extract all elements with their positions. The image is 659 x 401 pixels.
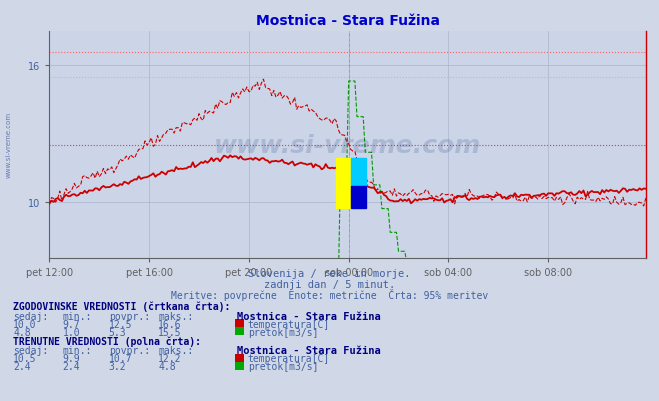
Bar [335, 159, 351, 209]
Text: 15.5: 15.5 [158, 327, 182, 337]
Text: Mostnica - Stara Fužina: Mostnica - Stara Fužina [237, 311, 381, 321]
Text: 1.0: 1.0 [63, 327, 80, 337]
Text: ZGODOVINSKE VREDNOSTI (črtkana črta):: ZGODOVINSKE VREDNOSTI (črtkana črta): [13, 301, 231, 312]
Text: pretok[m3/s]: pretok[m3/s] [248, 327, 318, 337]
Text: 12.5: 12.5 [109, 319, 132, 329]
Text: 10.7: 10.7 [109, 353, 132, 363]
Text: www.si-vreme.com: www.si-vreme.com [5, 111, 11, 177]
Text: 2.4: 2.4 [13, 361, 31, 371]
Text: TRENUTNE VREDNOSTI (polna črta):: TRENUTNE VREDNOSTI (polna črta): [13, 335, 201, 346]
Text: temperatura[C]: temperatura[C] [248, 353, 330, 363]
Text: maks.:: maks.: [158, 345, 193, 355]
Text: min.:: min.: [63, 311, 92, 321]
Text: 9.9: 9.9 [63, 353, 80, 363]
Text: 3.2: 3.2 [109, 361, 127, 371]
Bar [351, 159, 366, 186]
Text: 10.0: 10.0 [13, 319, 37, 329]
Text: 5.3: 5.3 [109, 327, 127, 337]
Text: zadnji dan / 5 minut.: zadnji dan / 5 minut. [264, 279, 395, 290]
Text: 9.7: 9.7 [63, 319, 80, 329]
Text: 10.5: 10.5 [13, 353, 37, 363]
Text: min.:: min.: [63, 345, 92, 355]
Bar [351, 186, 366, 209]
Text: 12.2: 12.2 [158, 353, 182, 363]
Text: pretok[m3/s]: pretok[m3/s] [248, 361, 318, 371]
Text: povpr.:: povpr.: [109, 311, 150, 321]
Text: temperatura[C]: temperatura[C] [248, 319, 330, 329]
Text: sedaj:: sedaj: [13, 311, 48, 321]
Text: 4.8: 4.8 [13, 327, 31, 337]
Text: www.si-vreme.com: www.si-vreme.com [214, 134, 481, 157]
Text: 4.8: 4.8 [158, 361, 176, 371]
Text: 16.6: 16.6 [158, 319, 182, 329]
Text: maks.:: maks.: [158, 311, 193, 321]
Text: sedaj:: sedaj: [13, 345, 48, 355]
Title: Mostnica - Stara Fužina: Mostnica - Stara Fužina [256, 14, 440, 28]
Text: Meritve: povprečne  Enote: metrične  Črta: 95% meritev: Meritve: povprečne Enote: metrične Črta:… [171, 288, 488, 300]
Text: Slovenija / reke in morje.: Slovenija / reke in morje. [248, 269, 411, 279]
Text: Mostnica - Stara Fužina: Mostnica - Stara Fužina [237, 345, 381, 355]
Text: povpr.:: povpr.: [109, 345, 150, 355]
Text: 2.4: 2.4 [63, 361, 80, 371]
